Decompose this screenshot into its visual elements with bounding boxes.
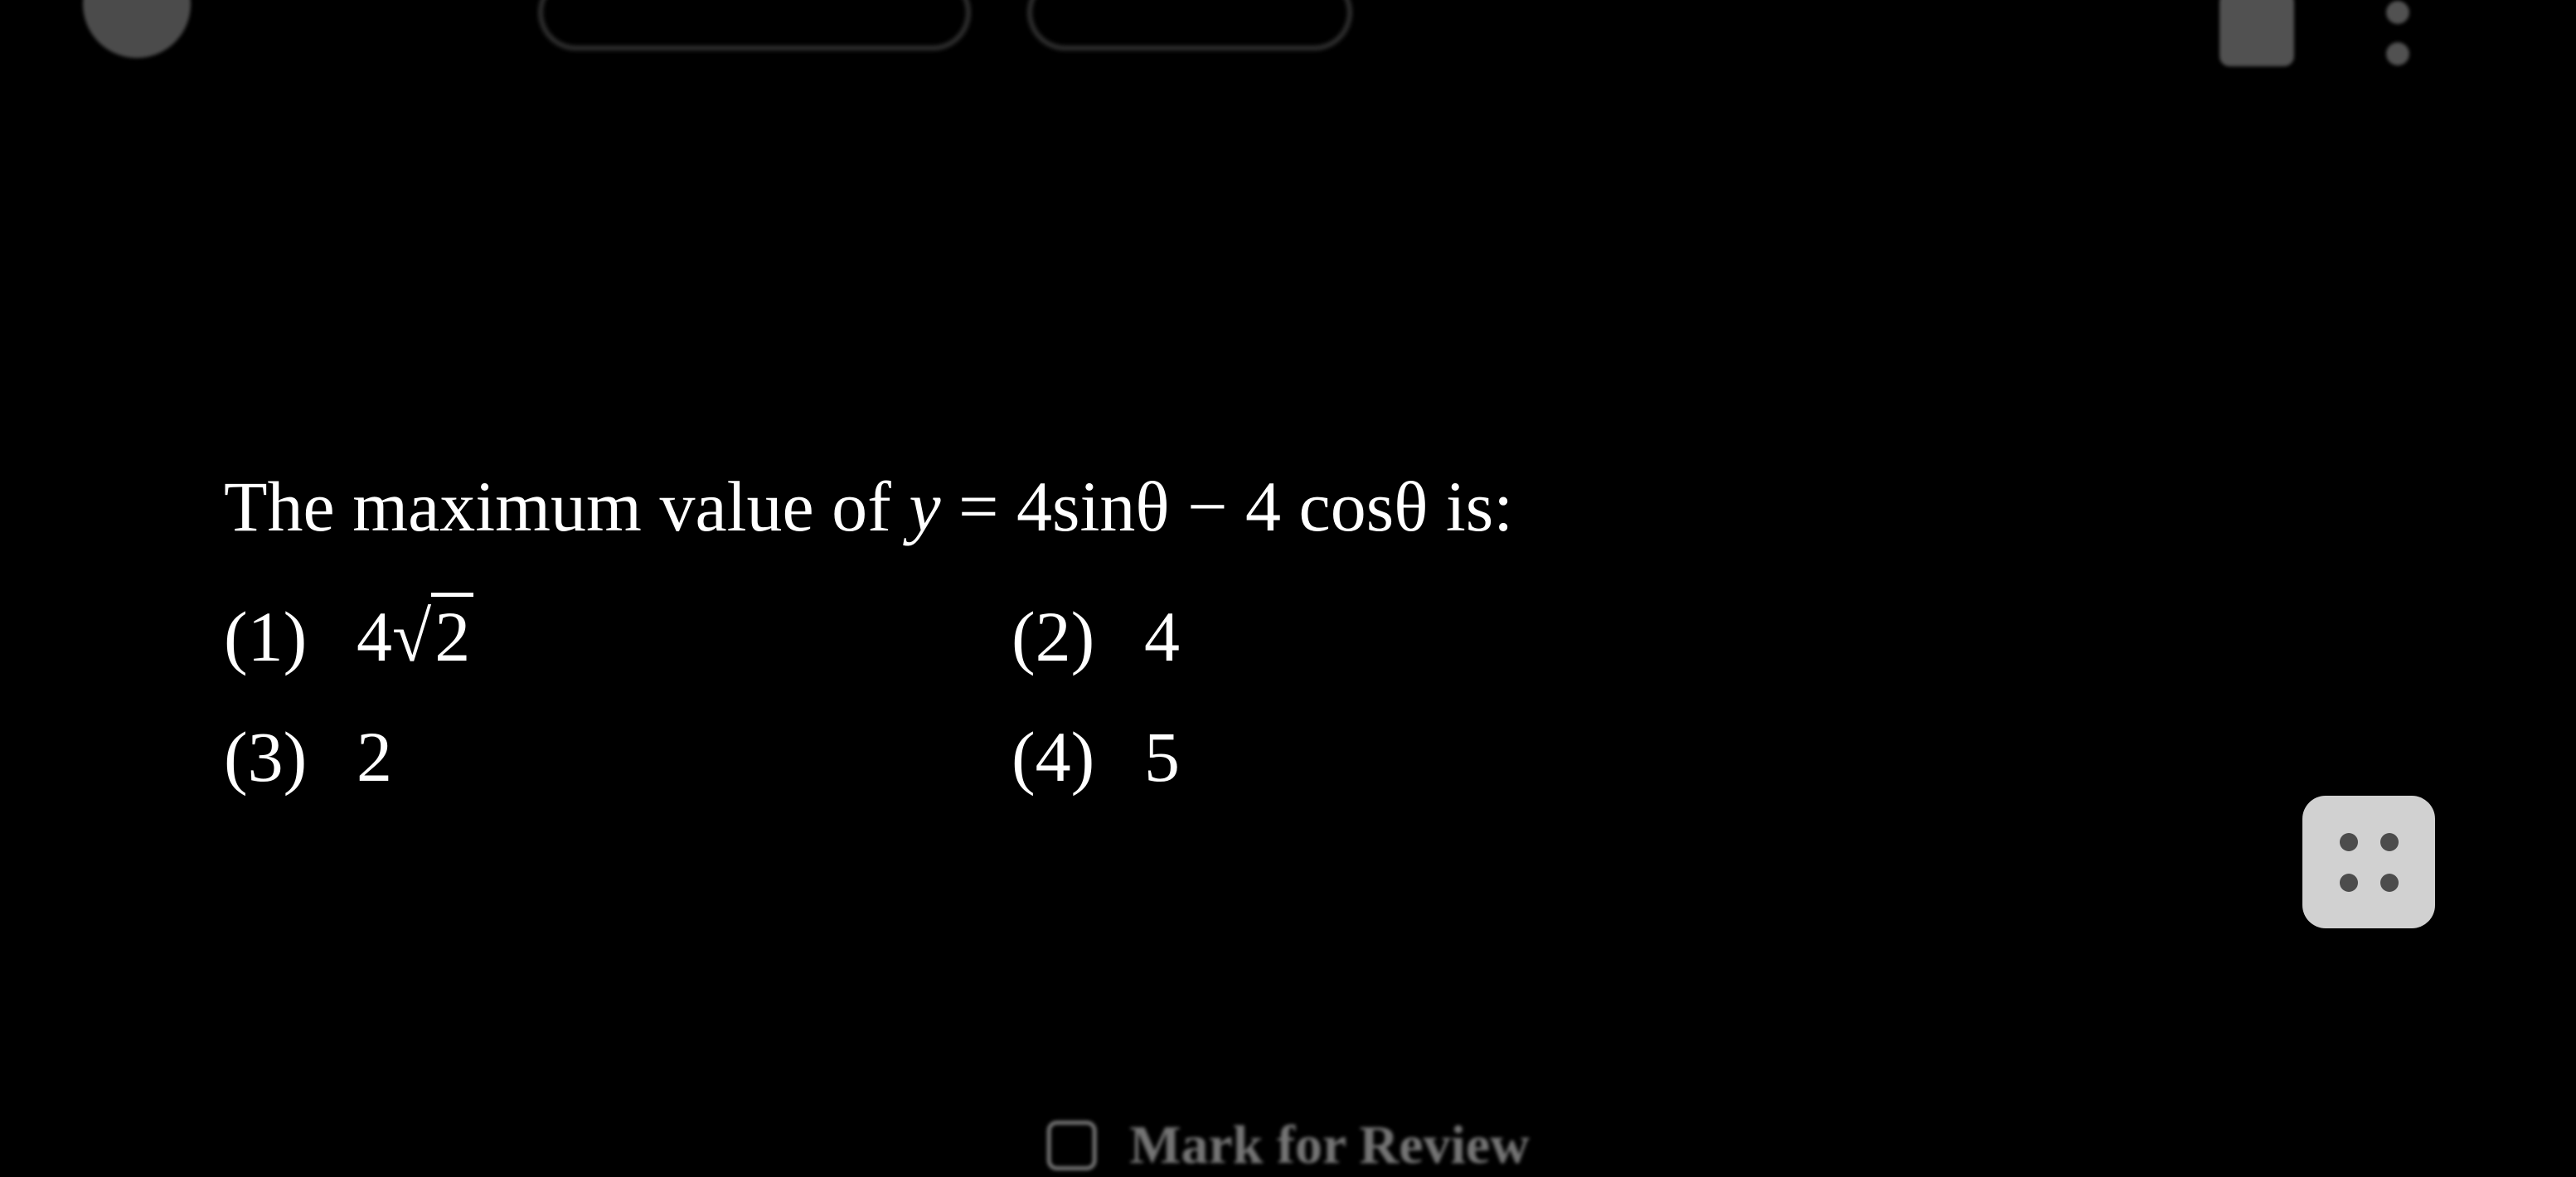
mark-for-review[interactable]: Mark for Review bbox=[1046, 1114, 1530, 1177]
option-value: 5 bbox=[1144, 715, 1180, 798]
option-3[interactable]: (3) 2 bbox=[224, 715, 929, 798]
dot-icon bbox=[2380, 874, 2399, 892]
avatar[interactable] bbox=[83, 0, 191, 58]
option-number: (1) bbox=[224, 595, 323, 678]
option-number: (3) bbox=[224, 715, 323, 798]
question-block: The maximum value of y = 4sinθ − 4 cosθ … bbox=[224, 464, 2244, 798]
mark-for-review-label: Mark for Review bbox=[1129, 1114, 1530, 1177]
question-prefix: The maximum value of bbox=[224, 467, 909, 546]
pill-button-1[interactable] bbox=[539, 0, 970, 50]
option-value: 4 bbox=[1144, 595, 1180, 678]
option-value: 2 bbox=[357, 715, 392, 798]
dot-icon bbox=[2340, 874, 2358, 892]
option-number: (2) bbox=[1011, 595, 1111, 678]
question-variable: y bbox=[909, 467, 940, 546]
sqrt-icon: √ bbox=[392, 597, 431, 676]
dot-icon bbox=[2380, 833, 2399, 851]
options-icon[interactable] bbox=[2219, 0, 2294, 66]
drag-handle-button[interactable] bbox=[2302, 796, 2435, 928]
option-1[interactable]: (1) 4√2 bbox=[224, 595, 929, 678]
question-equation: = 4sinθ − 4 cosθ is: bbox=[941, 467, 1514, 546]
checkbox-icon[interactable] bbox=[1046, 1121, 1096, 1170]
option-2[interactable]: (2) 4 bbox=[1011, 595, 1716, 678]
kebab-menu-icon[interactable] bbox=[2385, 0, 2410, 75]
option-number: (4) bbox=[1011, 715, 1111, 798]
option-4[interactable]: (4) 5 bbox=[1011, 715, 1716, 798]
pill-button-2[interactable] bbox=[1028, 0, 1351, 50]
top-bar bbox=[0, 0, 2576, 66]
option-value: 4√2 bbox=[357, 595, 473, 678]
dot-icon bbox=[2340, 833, 2358, 851]
question-text: The maximum value of y = 4sinθ − 4 cosθ … bbox=[224, 464, 2244, 550]
options-grid: (1) 4√2 (2) 4 (3) 2 (4) 5 bbox=[224, 595, 1716, 798]
